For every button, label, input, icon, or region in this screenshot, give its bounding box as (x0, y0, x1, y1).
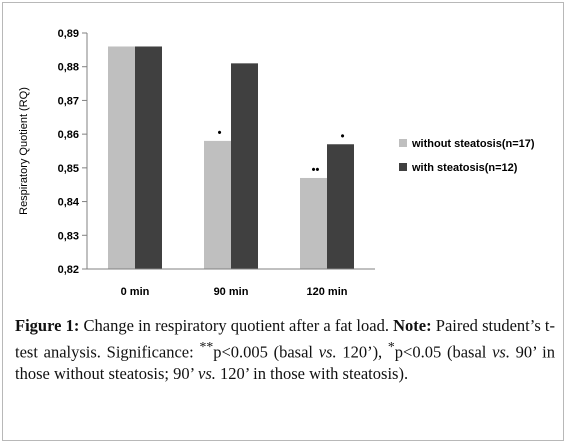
figure-panel: 0,82 0,83 0,84 0,85 0,86 0,87 0,88 0,89 • •• • 0 … (2, 2, 564, 441)
caption-sup-single: * (387, 339, 395, 354)
caption-note-label: Note: (393, 316, 432, 335)
bar-with-steatosis-2 (327, 144, 354, 269)
y-tick-label: 0,83 (58, 230, 79, 242)
caption-text-3: 120’), (336, 342, 388, 362)
y-axis-title: Respiratory Quotient (RQ) (18, 87, 30, 215)
bars (108, 46, 354, 269)
y-tick-label: 0,85 (58, 163, 79, 175)
y-tick-label: 0,89 (58, 28, 79, 40)
x-tick-label: 0 min (121, 286, 150, 298)
caption-sup-double: ** (199, 339, 214, 354)
significance-marker: • (218, 127, 222, 139)
legend-swatch (399, 163, 407, 171)
caption-text-5: 90’ in those without steatosis; 90’ (15, 342, 556, 383)
caption-text-2: p<0.005 (basal (213, 342, 319, 362)
y-tick-label: 0,86 (58, 129, 79, 141)
legend: without steatosis(n=17) with steatosis(n=… (399, 138, 535, 174)
significance-marker: •• (312, 164, 320, 176)
y-tick-label: 0,87 (58, 95, 79, 107)
caption-text-4: p<0.05 (basal (394, 342, 493, 362)
bar-chart: 0,820,830,840,850,860,870,880,89 •••• 0 … (18, 28, 535, 298)
caption-text-1: Paired student’s t-test analysis. Signif… (15, 316, 556, 362)
y-tick-label: 0,82 (58, 264, 79, 276)
bar-with-steatosis-0 (135, 46, 162, 269)
significance-marker: • (341, 130, 345, 142)
bar-with-steatosis-1 (231, 63, 258, 269)
y-tick-label: 0,88 (58, 62, 79, 74)
y-tick-label: 0,84 (58, 197, 80, 209)
caption-vs-3: vs. (198, 363, 216, 383)
bar-without-steatosis-2 (300, 177, 327, 269)
caption-title: Change in respiratory quotient after a f… (79, 316, 394, 335)
legend-label: without steatosis(n=17) (411, 138, 535, 150)
x-axis-labels: 0 min 90 min 120 min (121, 286, 348, 298)
x-tick-label: 120 min (307, 286, 348, 298)
caption-vs-1: vs. (318, 342, 337, 362)
bar-without-steatosis-1 (204, 140, 231, 269)
legend-swatch (399, 139, 407, 147)
legend-label: with steatosis(n=12) (411, 162, 518, 174)
bar-without-steatosis-0 (108, 46, 135, 269)
x-tick-label: 90 min (214, 286, 249, 298)
caption-vs-2: vs. (492, 342, 510, 362)
figure-caption: Figure 1: Change in respiratory quotient… (15, 315, 555, 384)
significance-markers: •••• (218, 127, 345, 176)
y-axis-ticks: 0,82 0,83 0,84 0,85 0,86 0,87 0,88 0,89 (58, 28, 87, 276)
caption-text-6: 120’ in those with steatosis). (215, 363, 409, 383)
caption-label: Figure 1: (15, 316, 80, 335)
